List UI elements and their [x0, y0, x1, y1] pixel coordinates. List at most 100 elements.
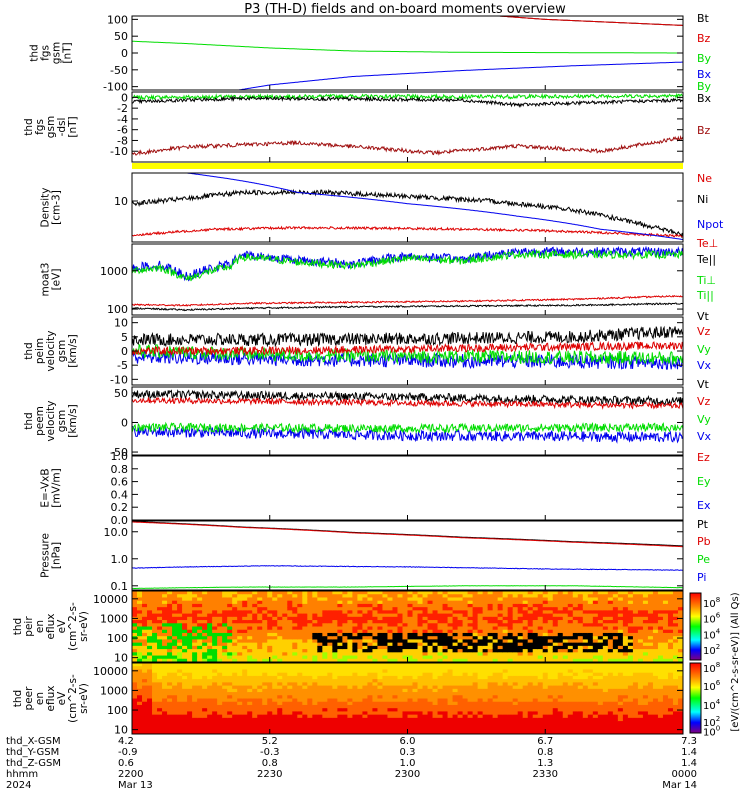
spectrogram-cell	[527, 698, 534, 703]
spectrogram-cell	[537, 675, 544, 680]
spectrogram-cell	[217, 600, 223, 605]
spectrogram-cell	[247, 717, 253, 722]
spectrogram-cell	[582, 711, 589, 716]
spectrogram-cell	[527, 616, 534, 621]
spectrogram-cell	[197, 597, 203, 602]
spectrogram-cell	[327, 679, 333, 683]
spectrogram-cell	[257, 620, 263, 624]
spectrogram-cell	[572, 600, 579, 605]
spectrogram-cell	[402, 629, 409, 634]
spectrogram-cell	[312, 642, 318, 647]
spectrogram-cell	[187, 682, 193, 687]
legend-vz: Vz	[697, 395, 711, 408]
spectrogram-cell	[587, 701, 594, 706]
spectrogram-cell	[357, 600, 364, 605]
spectrogram-cell	[492, 698, 499, 703]
spectrogram-cell	[382, 658, 389, 662]
spectrogram-cell	[142, 704, 148, 709]
spectrogram-cell	[517, 727, 524, 732]
y-tick-label: 0.8	[111, 463, 129, 476]
spectrogram-cell	[162, 714, 168, 719]
spectrogram-cell	[587, 717, 594, 722]
spectrogram-cell	[272, 655, 278, 660]
spectrogram-cell	[512, 666, 519, 671]
spectrogram-cell	[547, 669, 554, 674]
spectrogram-cell	[482, 613, 489, 618]
spectrogram-cell	[482, 698, 489, 703]
spectrogram-cell	[622, 629, 629, 634]
spectrogram-cell	[407, 626, 414, 631]
spectrogram-cell	[387, 701, 394, 706]
spectrogram-cell	[197, 639, 203, 644]
spectrogram-cell	[327, 730, 333, 734]
spectrogram-cell	[507, 727, 514, 732]
spectrogram-cell	[607, 636, 614, 641]
spectrogram-cell	[632, 724, 639, 729]
spectrogram-cell	[242, 704, 248, 709]
spectrogram-cell	[497, 711, 504, 716]
spectrogram-cell	[212, 603, 218, 608]
spectrogram-cell	[547, 704, 554, 709]
spectrogram-cell	[542, 626, 549, 631]
y-axis-label: thd	[23, 118, 35, 135]
spectrogram-cell	[342, 695, 348, 700]
spectrogram-cell	[147, 692, 153, 696]
spectrogram-cell	[647, 692, 654, 696]
spectrogram-cell	[467, 626, 474, 631]
spectrogram-cell	[307, 714, 313, 719]
spectrogram-cell	[182, 698, 188, 703]
spectrogram-cell	[647, 669, 654, 674]
legend-ez: Ez	[697, 451, 710, 464]
spectrogram-cell	[647, 701, 654, 706]
spectrogram-cell	[397, 688, 404, 693]
spectrogram-cell	[462, 675, 469, 680]
spectrogram-cell	[277, 730, 283, 734]
spectrogram-cell	[547, 698, 554, 703]
spectrogram-cell	[542, 695, 549, 700]
spectrogram-cell	[377, 616, 384, 621]
spectrogram-cell	[157, 616, 163, 621]
spectrogram-cell	[452, 675, 459, 680]
spectrogram-cell	[652, 663, 659, 667]
spectrogram	[132, 591, 683, 662]
spectrogram-cell	[202, 649, 208, 653]
spectrogram-cell	[287, 682, 293, 687]
spectrogram-cell	[252, 620, 258, 624]
y-axis-label: (cm^2-s-	[67, 602, 79, 651]
spectrogram-cell	[582, 704, 589, 709]
spectrogram-cell	[212, 721, 218, 725]
spectrogram-cell	[212, 607, 218, 611]
spectrogram-cell	[397, 717, 404, 722]
spectrogram-cell	[412, 724, 419, 729]
spectrogram-cell	[402, 591, 409, 595]
spectrogram-cell	[527, 695, 534, 700]
spectrogram-cell	[502, 721, 509, 725]
spectrogram-cell	[572, 626, 579, 631]
spectrogram-cell	[412, 688, 419, 693]
spectrogram-cell	[177, 649, 183, 653]
spectrogram-cell	[297, 688, 303, 693]
spectrogram-cell	[377, 666, 384, 671]
spectrogram-cell	[417, 616, 424, 621]
spectrogram-cell	[307, 711, 313, 716]
spectrogram-cell	[147, 607, 153, 611]
spectrogram-cell	[292, 629, 298, 634]
spectrogram-cell	[362, 629, 369, 634]
spectrogram-cell	[352, 721, 359, 725]
spectrogram-cell	[532, 717, 539, 722]
spectrogram-cell	[602, 603, 609, 608]
spectrogram-cell	[187, 675, 193, 680]
spectrogram-cell	[637, 603, 644, 608]
spectrogram-cell	[527, 692, 534, 696]
spectrogram-cell	[522, 704, 529, 709]
spectrogram-cell	[432, 620, 439, 624]
spectrogram-cell	[642, 711, 649, 716]
spectrogram-cell	[547, 649, 554, 653]
spectrogram-cell	[237, 626, 243, 631]
spectrogram-cell	[172, 623, 178, 628]
spectrogram-cell	[422, 711, 429, 716]
spectrogram-cell	[632, 652, 639, 657]
spectrogram-cell	[357, 652, 364, 657]
spectrogram-cell	[232, 597, 238, 602]
